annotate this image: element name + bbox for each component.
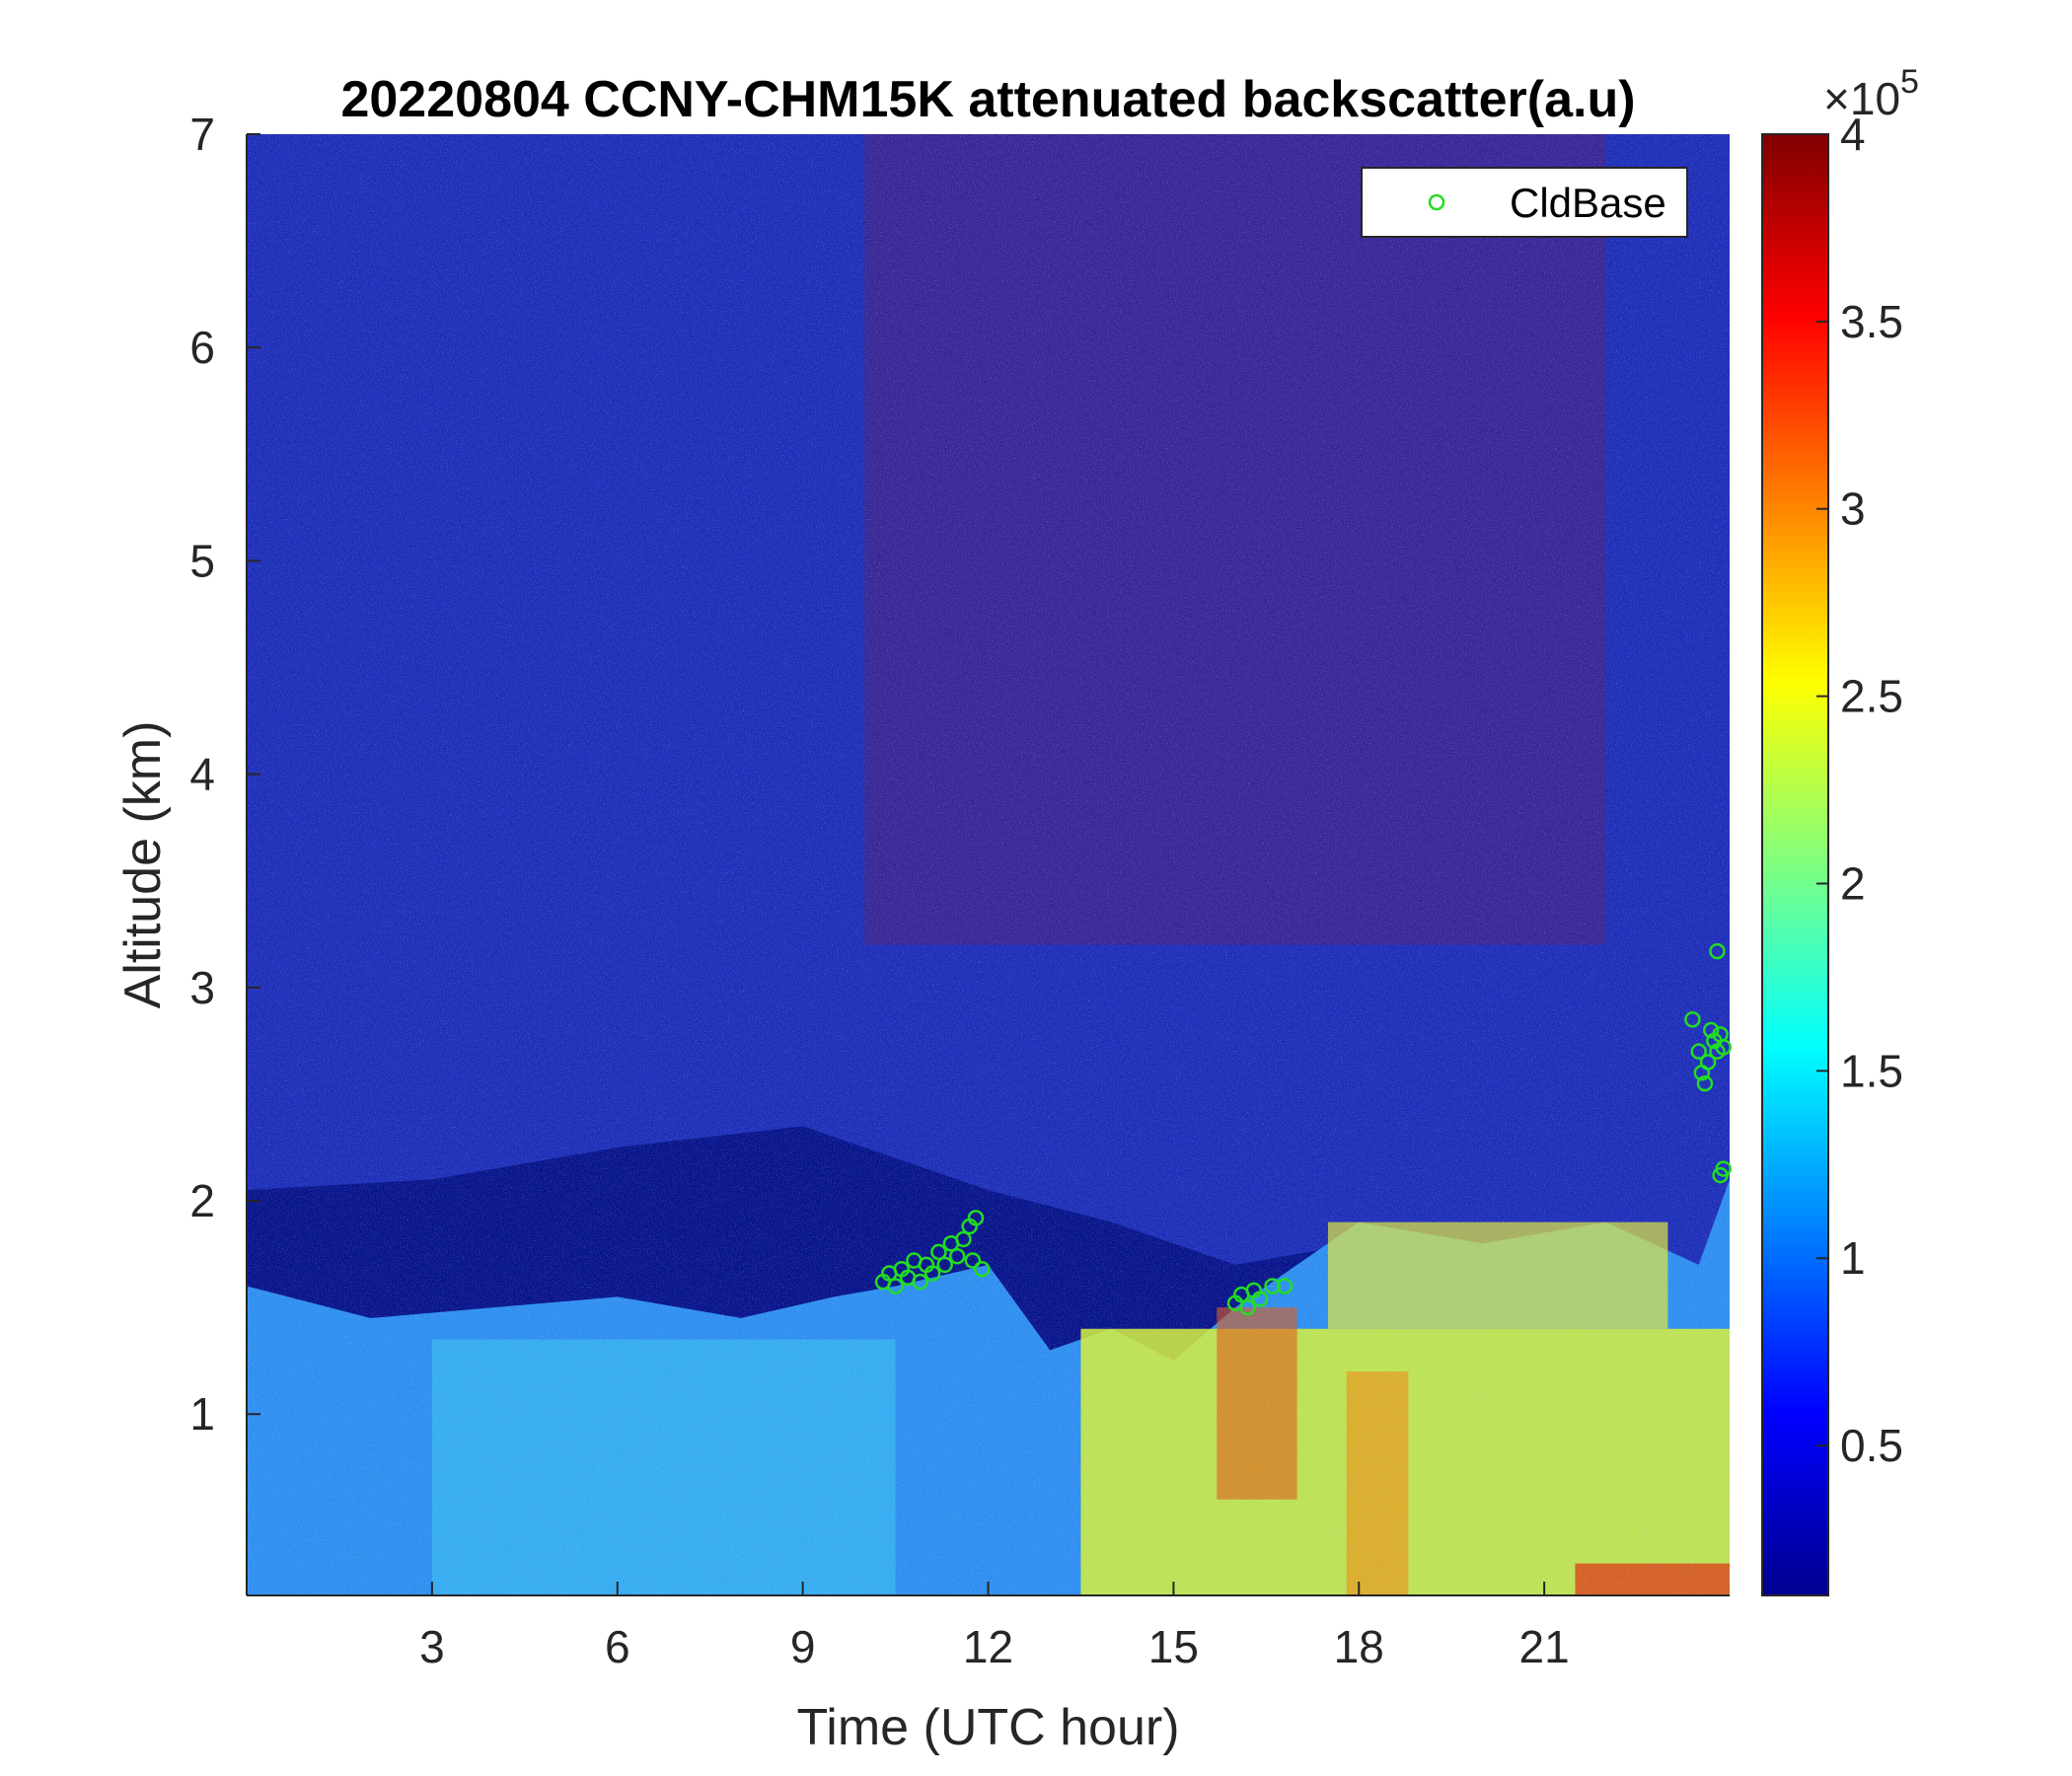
colorbar-tick-label: 2 <box>1840 857 1866 909</box>
cloud-base-point <box>973 1260 991 1278</box>
cloud-base-point <box>924 1265 941 1282</box>
colorbar-scale <box>1761 133 1829 1596</box>
legend-marker-icon <box>1428 193 1445 211</box>
cloud-base-point <box>964 1252 982 1269</box>
y-tick-label: 3 <box>189 962 215 1013</box>
colorbar-tick-label: 1 <box>1840 1232 1866 1284</box>
x-tick-label: 9 <box>790 1621 816 1672</box>
legend-box <box>1361 167 1688 238</box>
cloud-base-point <box>948 1247 966 1265</box>
cloud-base-point <box>1715 1160 1732 1177</box>
colorbar-tick-label: 1.5 <box>1840 1045 1903 1096</box>
colorbar-tick-label: 4 <box>1840 109 1866 160</box>
cloud-base-point <box>1699 1054 1717 1071</box>
x-tick-label: 15 <box>1148 1621 1199 1672</box>
cloud-base-point <box>930 1243 947 1261</box>
cloud-base-point <box>1715 1039 1732 1056</box>
cloud-base-point <box>912 1273 928 1291</box>
x-tick-label: 21 <box>1519 1621 1570 1672</box>
colorbar: 0.5 1 1.5 2 2.5 3 3.5 4 <box>1761 109 1903 1596</box>
cloud-base-markers <box>874 942 1732 1316</box>
colorbar-multiplier-base: ×10 <box>1823 73 1900 124</box>
legend-entry-cldbase: CldBase <box>1510 180 1666 226</box>
colorbar-multiplier-exponent: 5 <box>1900 63 1919 101</box>
cloud-base-point <box>1702 1021 1720 1039</box>
cloud-base-point <box>936 1256 953 1274</box>
cloud-base-point <box>1709 942 1726 960</box>
cloud-base-point <box>1239 1298 1256 1316</box>
plot-area <box>247 134 1730 1595</box>
y-axis-label: Altitude (km) <box>114 721 172 1009</box>
y-tick-label: 4 <box>189 749 215 800</box>
colorbar-tick-label: 0.5 <box>1840 1420 1903 1471</box>
y-tick-label: 5 <box>189 535 215 586</box>
cloud-base-point <box>955 1230 972 1248</box>
legend: CldBase <box>1361 167 1688 238</box>
x-axis-label: Time (UTC hour) <box>796 1699 1179 1756</box>
x-tick-label: 18 <box>1334 1621 1384 1672</box>
colorbar-tick-label: 3 <box>1840 483 1866 535</box>
cloud-base-point <box>1684 1010 1701 1028</box>
cloud-base-point <box>1696 1074 1714 1092</box>
y-tick-label: 7 <box>189 109 215 160</box>
y-tick-label: 6 <box>189 322 215 373</box>
y-tick-label: 1 <box>189 1388 215 1440</box>
colorbar-multiplier: ×105 <box>1823 63 1919 124</box>
cloud-base-point <box>1264 1278 1281 1295</box>
colorbar-tick-label: 3.5 <box>1840 296 1903 347</box>
y-tick-label: 2 <box>189 1175 215 1226</box>
cloud-base-point <box>1251 1291 1269 1307</box>
noise-overlay <box>247 134 1730 1595</box>
chart-title: 20220804 CCNY-CHM15K attenuated backscat… <box>340 71 1635 128</box>
cloud-base-point <box>967 1210 985 1226</box>
x-tick-label: 3 <box>419 1621 445 1672</box>
cloud-base-point <box>887 1278 904 1295</box>
x-tick-label: 12 <box>963 1621 1013 1672</box>
x-tick-label: 6 <box>605 1621 630 1672</box>
cloud-base-point <box>1690 1043 1707 1060</box>
colorbar-tick-label: 2.5 <box>1840 671 1903 722</box>
cloud-base-point <box>1276 1278 1294 1295</box>
